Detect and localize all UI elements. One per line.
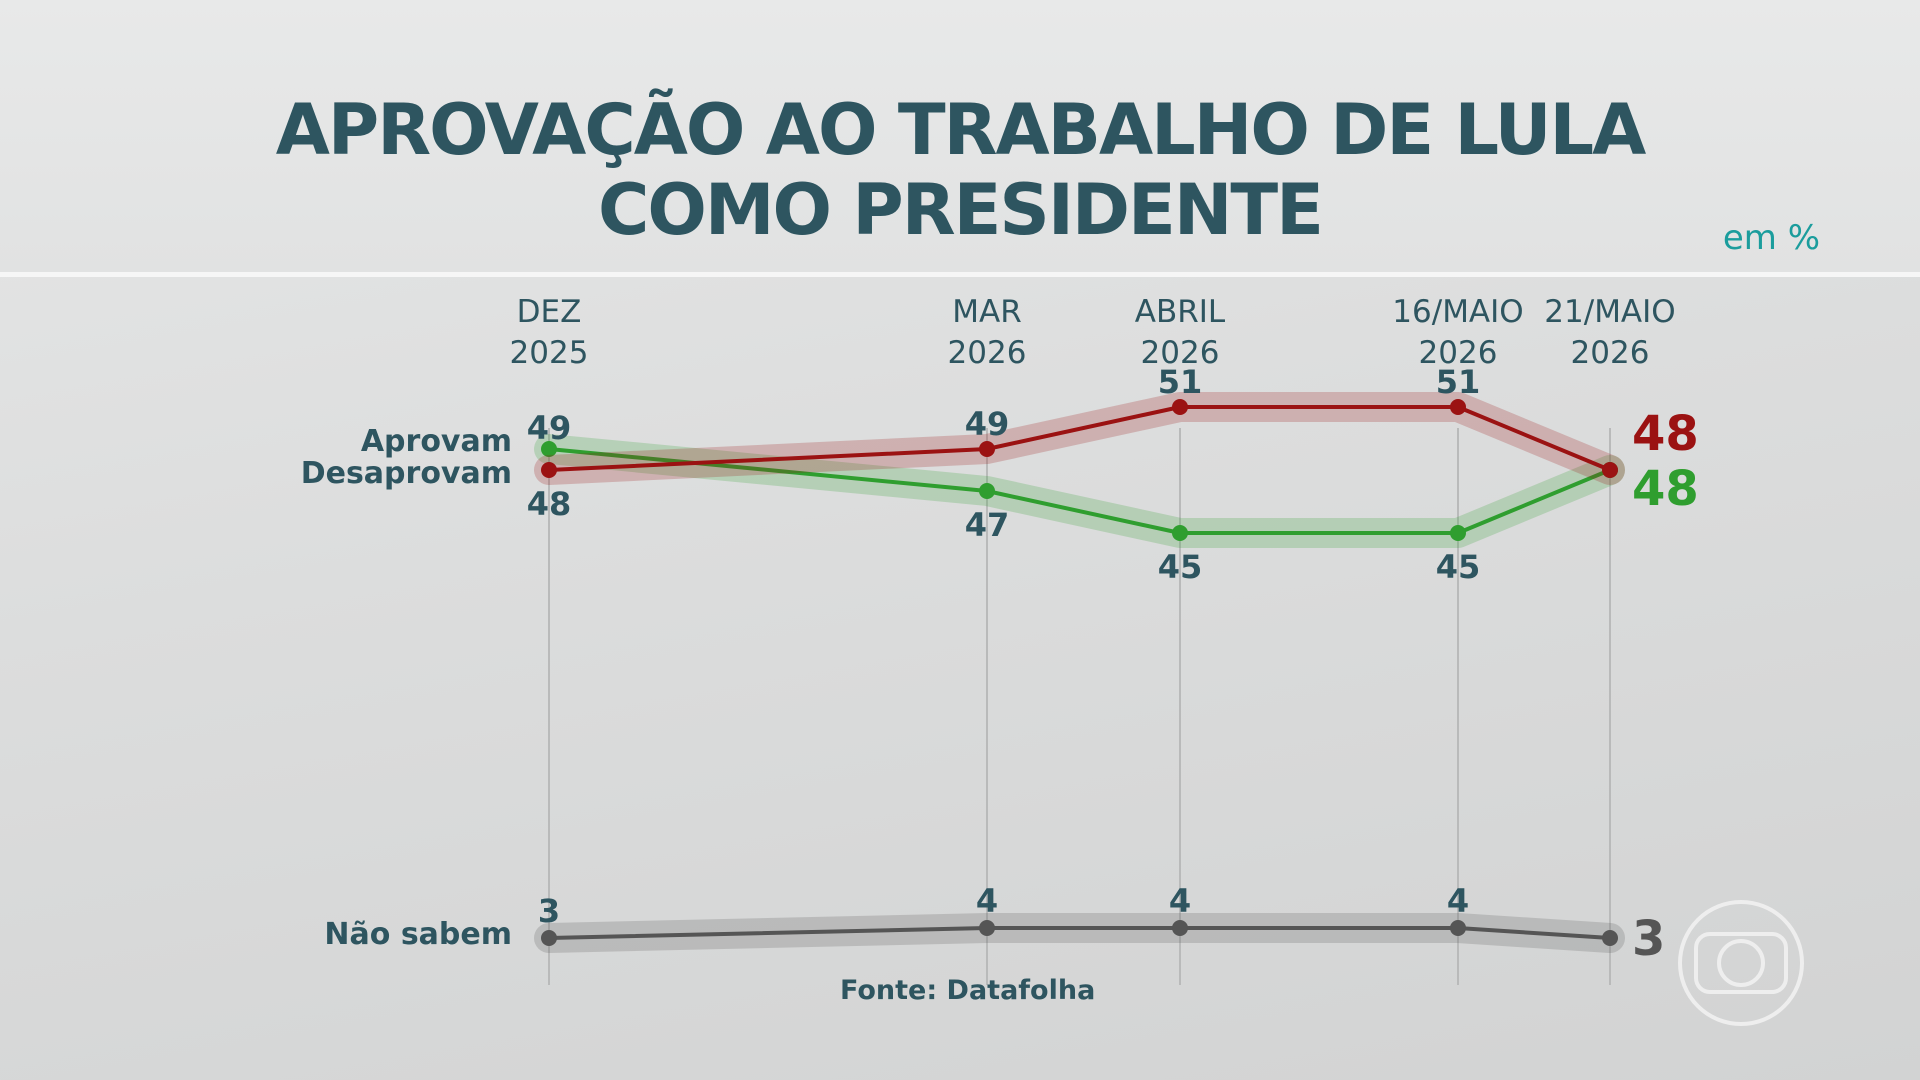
header-divider: [0, 272, 1920, 277]
data-label-nao-sabem-0: 3: [538, 892, 560, 930]
x-tick-label-3-line1: 16/MAIO: [1392, 294, 1523, 330]
point-nao-sabem-2: [1172, 920, 1188, 936]
x-tick-label-4-line2: 2026: [1571, 335, 1650, 371]
data-label-aprovam-3: 45: [1436, 548, 1481, 586]
point-desaprovam-0: [541, 462, 557, 478]
data-label-desaprovam-1: 49: [965, 405, 1010, 443]
x-tick-label-2-line2: 2026: [1141, 335, 1220, 371]
point-aprovam-1: [979, 483, 995, 499]
title-line-2: COMO PRESIDENTE: [598, 169, 1324, 251]
point-nao-sabem-0: [541, 930, 557, 946]
point-aprovam-3: [1450, 525, 1466, 541]
label-desaprovam: Desaprovam: [300, 456, 512, 491]
data-label-nao-sabem-3: 4: [1447, 882, 1469, 920]
point-nao-sabem-1: [979, 920, 995, 936]
x-tick-label-0-line1: DEZ: [517, 294, 582, 330]
point-aprovam-2: [1172, 525, 1188, 541]
globo-logo-icon: [1678, 900, 1804, 1026]
data-label-aprovam-1: 47: [965, 506, 1010, 544]
unit-label: em %: [1722, 218, 1820, 258]
point-desaprovam-4: [1602, 462, 1618, 478]
data-label-aprovam-2: 45: [1158, 548, 1203, 586]
x-tick-label-1-line2: 2026: [948, 335, 1027, 371]
label-aprovam: Aprovam: [360, 424, 512, 459]
x-tick-label-0-line2: 2025: [510, 335, 589, 371]
x-tick-label-1-line1: MAR: [952, 294, 1022, 330]
title-line-1: APROVAÇÃO AO TRABALHO DE LULA: [275, 89, 1647, 171]
x-tick-label-3-line2: 2026: [1419, 335, 1498, 371]
data-label-desaprovam-3: 51: [1436, 363, 1481, 401]
data-label-aprovam-4: 48: [1632, 461, 1699, 517]
data-label-aprovam-0: 49: [527, 409, 572, 447]
header-panel: [0, 0, 1920, 272]
data-label-desaprovam-0: 48: [527, 485, 572, 523]
data-label-nao-sabem-1: 4: [976, 882, 998, 920]
point-aprovam-0: [541, 441, 557, 457]
point-desaprovam-3: [1450, 399, 1466, 415]
source-label: Fonte: Datafolha: [840, 975, 1096, 1006]
label-nao-sabem: Não sabem: [324, 917, 512, 952]
point-nao-sabem-3: [1450, 920, 1466, 936]
x-tick-label-2-line1: ABRIL: [1135, 294, 1226, 330]
data-label-desaprovam-4: 48: [1632, 406, 1699, 462]
point-nao-sabem-4: [1602, 930, 1618, 946]
data-label-nao-sabem-4: 3: [1632, 911, 1665, 967]
data-label-desaprovam-2: 51: [1158, 363, 1203, 401]
page-title: APROVAÇÃO AO TRABALHO DE LULA COMO PRESI…: [0, 90, 1920, 250]
point-desaprovam-2: [1172, 399, 1188, 415]
point-desaprovam-1: [979, 441, 995, 457]
data-label-nao-sabem-2: 4: [1169, 882, 1191, 920]
x-tick-label-4-line1: 21/MAIO: [1544, 294, 1675, 330]
